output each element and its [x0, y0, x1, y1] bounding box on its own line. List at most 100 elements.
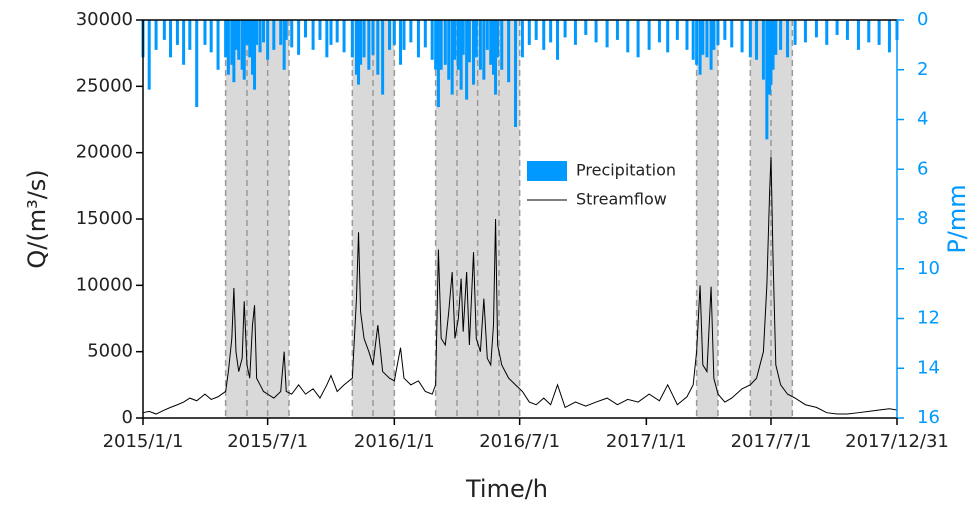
legend-swatch — [527, 161, 567, 181]
legend-label: Streamflow — [576, 190, 667, 209]
precipitation-bar — [786, 20, 790, 58]
precipitation-bar — [304, 20, 308, 38]
precipitation-bar — [290, 20, 294, 48]
precipitation-bar — [496, 20, 500, 58]
precipitation-bar — [255, 20, 259, 45]
precipitation-bar — [835, 20, 839, 35]
y-tick-label: 20000 — [76, 142, 133, 163]
precipitation-bar — [402, 20, 406, 50]
x-tick-label: 2016/1/1 — [354, 431, 435, 452]
precipitation-bar — [453, 20, 457, 60]
precipitation-bar — [216, 20, 220, 70]
precipitation-bar — [461, 20, 465, 55]
precipitation-bar — [494, 20, 498, 95]
precipitation-bar — [188, 20, 192, 50]
precipitation-bar — [459, 20, 463, 90]
y2-tick-label: 2 — [917, 59, 928, 80]
precipitation-bar — [311, 20, 315, 50]
y2-tick-label: 4 — [917, 109, 928, 130]
precipitation-bar — [209, 20, 213, 53]
precipitation-bar — [371, 20, 375, 55]
x-tick-label: 2017/7/1 — [731, 431, 812, 452]
precipitation-bar — [434, 20, 438, 70]
precipitation-bar — [262, 20, 266, 43]
y2-axis-label: P/mm — [943, 184, 971, 253]
precipitation-bar — [520, 20, 524, 58]
precipitation-bar — [240, 20, 244, 70]
precipitation-bar — [825, 20, 829, 45]
y2-tick-label: 12 — [917, 308, 940, 329]
precipitation-bar — [258, 20, 262, 53]
precipitation-bar — [527, 20, 531, 45]
x-tick-label: 2015/1/1 — [103, 431, 184, 452]
precipitation-bar — [376, 20, 380, 75]
y-tick-label: 0 — [122, 407, 133, 428]
precipitation-bar — [748, 20, 752, 58]
precipitation-bar — [761, 20, 765, 80]
precipitation-bar — [657, 20, 661, 43]
precipitation-bar — [175, 20, 179, 45]
precipitation-bar — [253, 20, 257, 90]
y2-tick-label: 0 — [917, 9, 928, 30]
precipitation-bar — [272, 20, 276, 50]
precipitation-bar — [284, 20, 288, 40]
precipitation-bar — [230, 20, 234, 65]
precipitation-bar — [482, 20, 486, 80]
y-tick-label: 15000 — [76, 208, 133, 229]
y-tick-label: 30000 — [76, 9, 133, 30]
precipitation-bar — [491, 20, 495, 75]
precipitation-bar — [362, 20, 366, 58]
precipitation-bar — [147, 20, 151, 90]
precipitation-bar — [507, 20, 511, 83]
precipitation-bar — [769, 20, 773, 85]
shaded-period — [696, 20, 718, 418]
precipitation-bar — [381, 20, 385, 95]
precipitation-bar — [636, 20, 640, 58]
precipitation-bar — [793, 20, 797, 45]
y2-tick-label: 10 — [917, 258, 940, 279]
precipitation-bar — [755, 20, 759, 60]
precipitation-bar — [647, 20, 651, 50]
precipitation-bar — [234, 20, 238, 50]
precipitation-bar — [774, 20, 778, 55]
precipitation-bar — [439, 20, 443, 70]
precipitation-bar — [489, 20, 493, 65]
x-tick-label: 2017/1/1 — [606, 431, 687, 452]
precipitation-bar — [154, 20, 158, 50]
precipitation-bar — [803, 20, 807, 43]
x-tick-label: 2015/7/1 — [227, 431, 308, 452]
precipitation-bar — [685, 20, 689, 50]
precipitation-bar — [534, 20, 538, 40]
precipitation-bar — [712, 20, 716, 50]
precipitation-bar — [573, 20, 577, 45]
precipitation-bar — [467, 20, 471, 63]
precipitation-bar — [182, 20, 186, 65]
precipitation-bar — [666, 20, 670, 53]
precipitation-bar — [245, 20, 249, 45]
precipitation-bar — [626, 20, 630, 53]
precipitation-bar — [354, 20, 358, 75]
precipitation-bar — [388, 20, 392, 50]
precipitation-bar — [250, 20, 254, 75]
precipitation-bar — [514, 20, 518, 127]
precipitation-bar — [350, 20, 354, 58]
precipitation-bar — [675, 20, 679, 40]
precipitation-bar — [242, 20, 246, 80]
precipitation-bar — [266, 20, 270, 60]
precipitation-bar — [730, 20, 734, 48]
precipitation-bar — [474, 20, 478, 58]
precipitation-bar — [605, 20, 609, 48]
precipitation-bar — [549, 20, 553, 43]
precipitation-bar — [195, 20, 199, 108]
precipitation-bar — [318, 20, 322, 40]
precipitation-bar — [357, 20, 361, 85]
precipitation-bar — [443, 20, 447, 65]
precipitation-bar — [771, 20, 775, 70]
precipitation-bar — [478, 20, 482, 70]
legend-label: Precipitation — [576, 161, 676, 180]
precipitation-bar — [705, 20, 709, 58]
x-axis-label: Time/h — [465, 475, 548, 503]
precipitation-bar — [359, 20, 363, 65]
precipitation-bar — [563, 20, 567, 38]
